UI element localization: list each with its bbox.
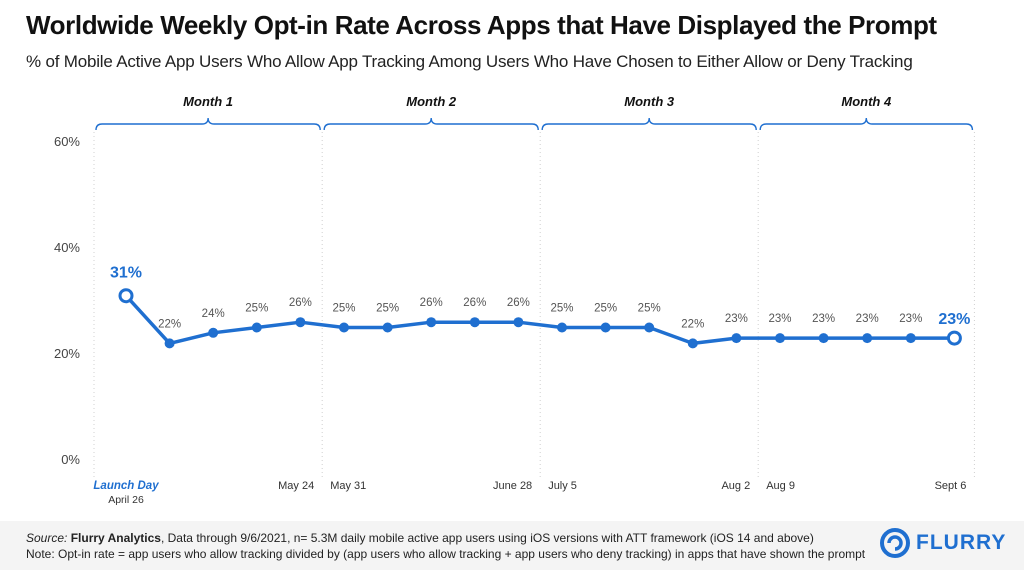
footer-background: [0, 521, 1024, 570]
y-tick-label: 20%: [54, 346, 80, 361]
data-label: 22%: [681, 318, 704, 330]
source-name: Flurry Analytics: [70, 531, 161, 545]
data-point: [295, 317, 306, 328]
x-tick-label: Aug 9: [766, 480, 795, 492]
x-tick-label: June 28: [493, 480, 532, 492]
month-label: Month 2: [406, 94, 457, 109]
month-label: Month 1: [183, 94, 233, 109]
source-label: Source:: [26, 531, 68, 545]
data-point: [164, 338, 175, 349]
data-label: 25%: [638, 303, 661, 315]
data-point: [731, 333, 742, 344]
data-point: [644, 322, 655, 333]
data-label: 22%: [158, 318, 181, 330]
x-tick-label: Sept 6: [935, 480, 967, 492]
data-label: 25%: [245, 303, 268, 315]
data-label-highlight: 23%: [938, 311, 970, 328]
x-label-launch: Launch Day: [93, 480, 159, 492]
y-tick-label: 60%: [54, 134, 80, 149]
y-tick-label: 40%: [54, 240, 80, 255]
data-point: [818, 333, 829, 344]
data-label: 26%: [289, 297, 312, 309]
x-tick-label: May 24: [278, 480, 314, 492]
chart-subtitle: % of Mobile Active App Users Who Allow A…: [26, 52, 913, 71]
month-label: Month 3: [624, 94, 675, 109]
data-point: [469, 317, 480, 328]
data-label: 25%: [376, 303, 399, 315]
data-point: [862, 333, 873, 344]
data-point: [426, 317, 437, 328]
data-label: 23%: [899, 313, 922, 325]
x-tick-label: July 5: [548, 480, 577, 492]
data-label: 23%: [812, 313, 835, 325]
data-label: 25%: [594, 303, 617, 315]
month-brace: [95, 117, 321, 131]
chart-title: Worldwide Weekly Opt-in Rate Across Apps…: [26, 10, 937, 40]
data-label: 26%: [507, 297, 530, 309]
data-point: [382, 322, 393, 333]
data-point: [557, 322, 567, 333]
note-line: Note: Opt-in rate = app users who allow …: [26, 547, 866, 561]
data-label: 23%: [856, 313, 879, 325]
data-label: 23%: [725, 313, 748, 325]
line-chart: 0% 20% 40% 60% Month 1 Month 2 Month 3 Month 4 3…: [54, 94, 975, 506]
data-label: 25%: [332, 303, 355, 315]
flurry-logo: FLURRY: [880, 526, 1006, 560]
month-brace: [323, 117, 539, 131]
data-point-highlight: [946, 330, 962, 346]
month-label: Month 4: [841, 94, 892, 109]
data-label: 25%: [550, 303, 573, 315]
data-point: [687, 338, 698, 349]
data-point-highlight: [118, 288, 134, 304]
data-point: [775, 333, 785, 344]
data-point: [339, 322, 349, 333]
data-label: 26%: [420, 297, 443, 309]
logo-text: FLURRY: [916, 531, 1007, 554]
month-brace: [541, 117, 757, 131]
data-label-highlight: 31%: [110, 265, 142, 282]
data-point: [600, 322, 611, 333]
data-point: [513, 317, 524, 328]
y-tick-label: 0%: [61, 452, 80, 467]
series-line: [124, 294, 955, 346]
flurry-logo-icon: [880, 528, 910, 558]
x-label-sub: April 26: [108, 494, 144, 506]
data-point: [251, 322, 262, 333]
source-line: Source: Flurry Analytics, Data through 9…: [26, 531, 814, 545]
x-tick-label: Aug 2: [721, 480, 750, 492]
source-text: , Data through 9/6/2021, n= 5.3M daily m…: [160, 531, 814, 545]
data-label: 23%: [768, 313, 791, 325]
data-label: 24%: [202, 308, 225, 320]
x-tick-label: May 31: [330, 480, 366, 492]
data-point: [208, 327, 219, 338]
data-label: 26%: [463, 297, 486, 309]
data-point: [905, 333, 916, 344]
month-brace: [759, 117, 974, 131]
